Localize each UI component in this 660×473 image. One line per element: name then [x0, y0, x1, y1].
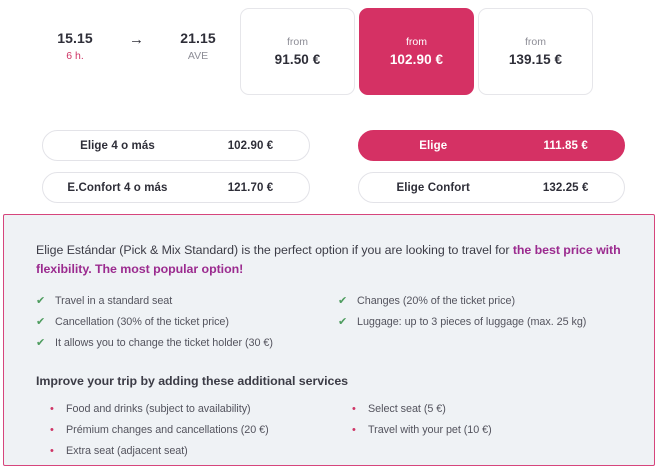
service-item: • Extra seat (adjacent seat)	[36, 441, 330, 462]
feature-label: Cancellation (30% of the ticket price)	[55, 316, 229, 328]
price-card-standard[interactable]: from 102.90 €	[359, 8, 474, 95]
check-icon: ✔	[36, 295, 46, 307]
bullet-icon: •	[50, 445, 54, 457]
additional-services-heading: Improve your trip by adding these additi…	[36, 374, 349, 388]
feature-item: ✔ Cancellation (30% of the ticket price)	[36, 312, 330, 333]
bullet-icon: •	[50, 403, 54, 415]
included-features-left-column: ✔ Travel in a standard seat ✔ Cancellati…	[36, 291, 330, 354]
service-item: • Food and drinks (subject to availabili…	[36, 399, 330, 420]
price-card-from-label: from	[406, 35, 427, 48]
feature-label: Changes (20% of the ticket price)	[357, 295, 515, 307]
fare-row-first: Elige 4 o más 102.90 € Elige 111.85 €	[0, 130, 660, 172]
service-label: Travel with your pet (10 €)	[368, 424, 492, 436]
feature-label: It allows you to change the ticket holde…	[55, 337, 273, 349]
service-label: Prémium changes and cancellations (20 €)	[66, 424, 269, 436]
included-features: ✔ Travel in a standard seat ✔ Cancellati…	[36, 291, 624, 354]
fare-name: E.Confort 4 o más	[67, 181, 168, 194]
check-icon: ✔	[338, 316, 348, 328]
fare-name: Elige Confort	[396, 181, 470, 194]
price-card-group: from 91.50 € from 102.90 € from 139.15 €	[240, 8, 593, 95]
fare-button-econfort-4-o-mas[interactable]: E.Confort 4 o más 121.70 €	[42, 172, 310, 203]
bullet-icon: •	[352, 424, 356, 436]
service-item: • Select seat (5 €)	[338, 399, 624, 420]
departure-time: 15.15	[57, 30, 93, 46]
price-card-amount: 139.15 €	[508, 51, 563, 67]
feature-label: Luggage: up to 3 pieces of luggage (max.…	[357, 316, 587, 328]
trip-duration: 6 h.	[66, 50, 84, 62]
trip-schedule: 15.15 6 h. → 21.15 AVE	[44, 30, 229, 64]
feature-item: ✔ Changes (20% of the ticket price)	[338, 291, 624, 312]
price-card-premium[interactable]: from 139.15 €	[478, 8, 593, 95]
fare-button-elige[interactable]: Elige 111.85 €	[358, 130, 625, 161]
train-type: AVE	[187, 50, 209, 62]
bullet-icon: •	[352, 403, 356, 415]
fare-button-elige-4-o-mas[interactable]: Elige 4 o más 102.90 €	[42, 130, 310, 161]
feature-label: Travel in a standard seat	[55, 295, 173, 307]
arrival-time: 21.15	[180, 30, 216, 46]
price-card-basic[interactable]: from 91.50 €	[240, 8, 355, 95]
additional-services: • Food and drinks (subject to availabili…	[36, 399, 624, 462]
feature-item: ✔ Travel in a standard seat	[36, 291, 330, 312]
price-card-amount: 102.90 €	[389, 51, 444, 67]
service-item: • Prémium changes and cancellations (20 …	[36, 420, 330, 441]
fare-description-highlight: the best price with flexibility. The mos…	[36, 243, 621, 276]
fare-price: 121.70 €	[227, 181, 274, 194]
check-icon: ✔	[36, 316, 46, 328]
service-item: • Travel with your pet (10 €)	[338, 420, 624, 441]
trip-summary-row: 15.15 6 h. → 21.15 AVE from 91.50 € from…	[0, 0, 660, 118]
fare-price: 102.90 €	[227, 139, 274, 152]
check-icon: ✔	[36, 337, 46, 349]
service-label: Extra seat (adjacent seat)	[66, 445, 188, 457]
feature-item: ✔ It allows you to change the ticket hol…	[36, 333, 330, 354]
fare-details-panel: Elige Estándar (Pick & Mix Standard) is …	[3, 214, 655, 466]
additional-services-left-column: • Food and drinks (subject to availabili…	[36, 399, 330, 462]
included-features-right-column: ✔ Changes (20% of the ticket price) ✔ Lu…	[330, 291, 624, 354]
arrow-right-icon: →	[129, 31, 144, 48]
fare-name: Elige 4 o más	[80, 139, 155, 152]
fare-button-elige-confort[interactable]: Elige Confort 132.25 €	[358, 172, 625, 203]
arrival-block: 21.15 AVE	[167, 30, 229, 64]
fare-description: Elige Estándar (Pick & Mix Standard) is …	[36, 241, 624, 279]
price-card-amount: 91.50 €	[274, 51, 321, 67]
fare-option-grid: Elige 4 o más 102.90 € Elige 111.85 € E.…	[0, 130, 660, 214]
service-label: Food and drinks (subject to availability…	[66, 403, 251, 415]
bullet-icon: •	[50, 424, 54, 436]
additional-services-right-column: • Select seat (5 €) • Travel with your p…	[330, 399, 624, 462]
check-icon: ✔	[338, 295, 348, 307]
fare-name: Elige	[419, 139, 448, 152]
service-label: Select seat (5 €)	[368, 403, 446, 415]
price-card-from-label: from	[287, 35, 308, 48]
fare-description-plain: Elige Estándar (Pick & Mix Standard) is …	[36, 243, 513, 257]
price-card-from-label: from	[525, 35, 546, 48]
departure-block: 15.15 6 h.	[44, 30, 106, 64]
feature-item: ✔ Luggage: up to 3 pieces of luggage (ma…	[338, 312, 624, 333]
fare-row-second: E.Confort 4 o más 121.70 € Elige Confort…	[0, 172, 660, 214]
fare-price: 111.85 €	[543, 139, 588, 152]
fare-price: 132.25 €	[542, 181, 589, 194]
